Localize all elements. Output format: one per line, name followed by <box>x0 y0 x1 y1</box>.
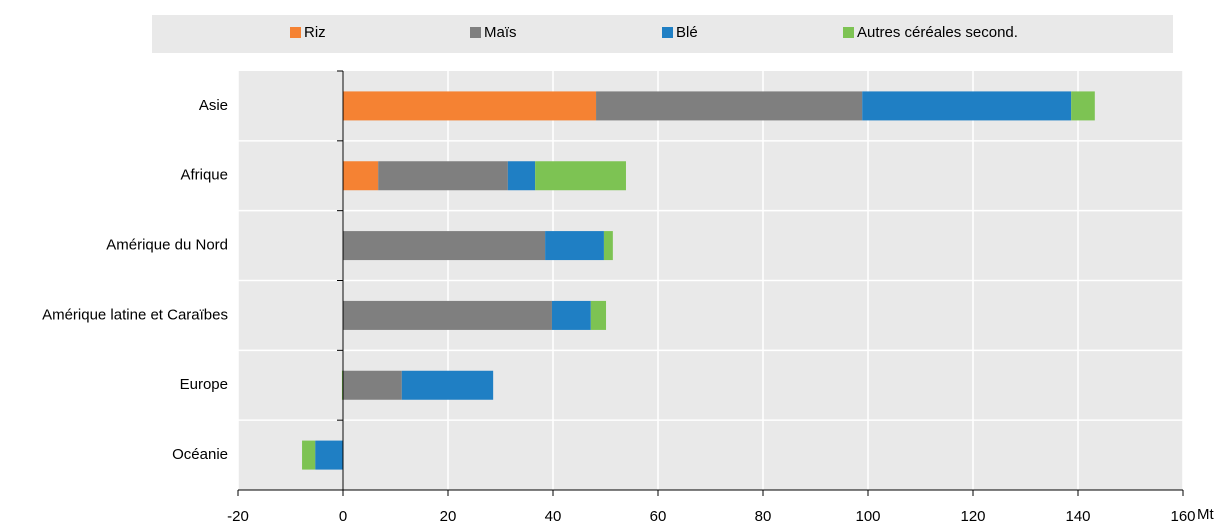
bar <box>343 161 379 191</box>
y-tick-label: Afrique <box>180 167 228 184</box>
bar <box>596 91 863 121</box>
x-tick-label: 0 <box>339 508 347 525</box>
bar <box>535 161 626 191</box>
y-tick-label: Europe <box>180 376 228 393</box>
x-tick-label: 160 <box>1170 508 1195 525</box>
legend-label: Maïs <box>484 24 517 41</box>
legend-label: Autres céréales second. <box>857 24 1018 41</box>
legend-swatch <box>290 27 301 38</box>
bar <box>343 231 546 261</box>
bar <box>343 370 402 400</box>
x-tick-label: 80 <box>755 508 772 525</box>
bar <box>551 300 591 330</box>
bar <box>603 231 613 261</box>
bar <box>401 370 494 400</box>
x-tick-label: 140 <box>1065 508 1090 525</box>
bar <box>862 91 1072 121</box>
legend-swatch <box>662 27 673 38</box>
bar <box>1071 91 1095 121</box>
x-tick-label: 60 <box>650 508 667 525</box>
legend-swatch <box>843 27 854 38</box>
bar <box>341 370 343 400</box>
bar <box>590 300 607 330</box>
bar <box>343 91 597 121</box>
bar <box>315 440 343 470</box>
x-tick-label: 120 <box>960 508 985 525</box>
legend-label: Blé <box>676 24 698 41</box>
bar <box>378 161 508 191</box>
bar <box>507 161 536 191</box>
x-axis-label: Mt <box>1197 506 1214 523</box>
x-tick-label: -20 <box>227 508 249 525</box>
y-tick-label: Amérique du Nord <box>106 237 228 254</box>
y-tick-label: Océanie <box>172 446 228 463</box>
legend-label: Riz <box>304 24 326 41</box>
y-tick-label: Asie <box>199 97 228 114</box>
bar <box>302 440 316 470</box>
x-tick-label: 100 <box>855 508 880 525</box>
y-tick-label: Amérique latine et Caraïbes <box>42 306 228 323</box>
bar <box>343 300 552 330</box>
legend-swatch <box>470 27 481 38</box>
bar <box>545 231 604 261</box>
x-tick-label: 20 <box>440 508 457 525</box>
x-tick-label: 40 <box>545 508 562 525</box>
